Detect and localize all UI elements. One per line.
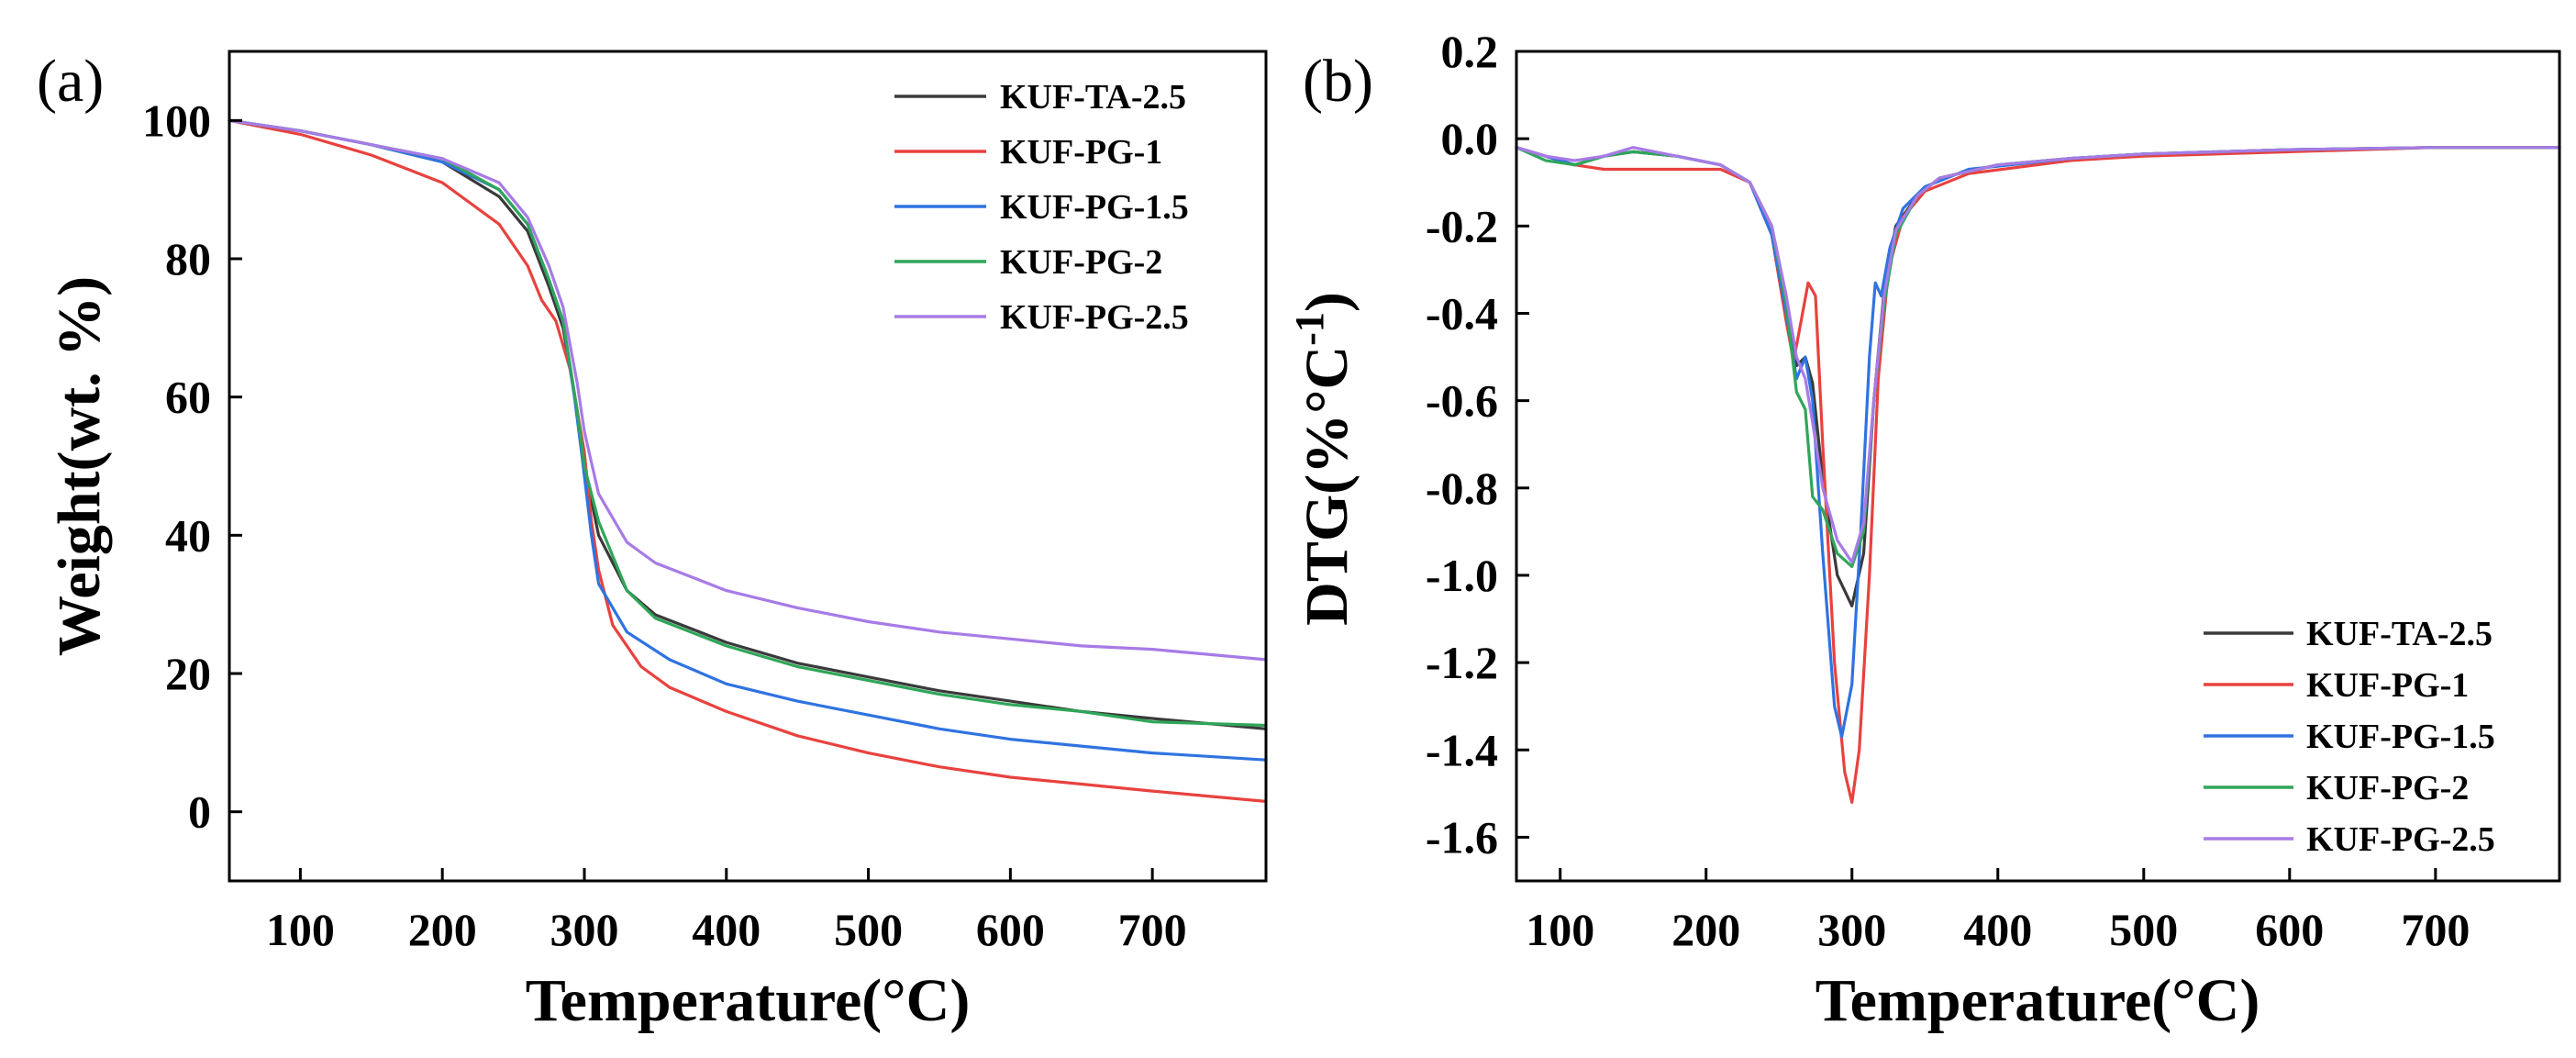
tga-y-axis-title: Weight(wt. %) [46, 276, 113, 656]
dtg-y-tick-label: -0.8 [1426, 462, 1498, 514]
dtg-x-tick-label: 600 [2255, 904, 2324, 955]
tga-y-tick-label: 20 [165, 648, 211, 699]
tga-y-ticks: 0 20 40 60 80 100 [142, 95, 242, 838]
tga-series-kuf-pg-1.5 [228, 118, 1268, 762]
dtg-legend: KUF-TA-2.5 KUF-PG-1 KUF-PG-1.5 KUF-PG-2 KUF-… [2204, 615, 2495, 859]
tga-x-tick-label: 700 [1118, 904, 1187, 955]
dtg-x-tick-label: 700 [2401, 904, 2470, 955]
dtg-y-axis-title-superscript: -1 [1287, 312, 1332, 346]
dtg-series-kuf-pg-1 [1515, 146, 2561, 804]
tga-y-tick-label: 60 [165, 372, 211, 423]
tga-panel: (a) 100 200 300 400 500 600 700 0 20 40 60 80 100 T… [37, 48, 1268, 1034]
dtg-panel-label: (b) [1303, 48, 1373, 115]
tga-x-axis-title: Temperature(°C) [526, 967, 971, 1034]
tga-series-kuf-pg-2 [228, 118, 1268, 728]
dtg-x-tick-label: 500 [2109, 904, 2178, 955]
dtg-legend-label: KUF-TA-2.5 [2306, 615, 2493, 653]
tga-series-kuf-pg-1 [228, 118, 1268, 803]
dtg-y-tick-label: -1.4 [1426, 724, 1498, 775]
tga-x-tick-label: 500 [834, 904, 903, 955]
dtg-y-tick-label: -0.6 [1426, 375, 1498, 427]
tga-plot-frame [228, 50, 1268, 883]
tga-legend-label: KUF-PG-2 [1000, 243, 1162, 282]
dtg-series-kuf-ta-2.5 [1515, 146, 2561, 607]
dtg-y-axis-title-close: ) [1294, 292, 1360, 312]
dtg-y-ticks: 0.2 0.0 -0.2 -0.4 -0.6 -0.8 -1.0 -1.2 -1.4 -1.6 [1426, 26, 1529, 863]
dtg-y-tick-label: 0.0 [1441, 113, 1499, 164]
dtg-plot-frame [1515, 50, 2561, 883]
tga-legend-label: KUF-PG-1.5 [1000, 188, 1189, 227]
tga-series-kuf-ta-2.5 [228, 118, 1268, 730]
tga-series-kuf-pg-2.5 [228, 118, 1268, 662]
tga-series-group [228, 118, 1268, 803]
tga-x-tick-label: 400 [692, 904, 761, 955]
dtg-x-tick-label: 200 [1671, 904, 1740, 955]
dtg-y-tick-label: -1.6 [1426, 811, 1498, 863]
tga-x-tick-label: 200 [408, 904, 477, 955]
dtg-y-tick-label: -0.2 [1426, 200, 1498, 251]
tga-legend-label: KUF-TA-2.5 [1000, 78, 1186, 117]
tga-x-tick-label: 100 [266, 904, 335, 955]
tga-panel-label: (a) [37, 48, 104, 115]
dtg-y-tick-label: -1.2 [1426, 637, 1498, 688]
dtg-x-tick-label: 400 [1963, 904, 2032, 955]
dtg-y-tick-label: 0.2 [1441, 26, 1499, 77]
dtg-series-group [1515, 146, 2561, 804]
dtg-x-tick-label: 300 [1817, 904, 1886, 955]
dtg-x-tick-label: 100 [1526, 904, 1594, 955]
dtg-legend-label: KUF-PG-2.5 [2306, 820, 2495, 859]
tga-x-tick-label: 300 [550, 904, 618, 955]
dtg-legend-label: KUF-PG-2 [2306, 769, 2469, 807]
dtg-y-tick-label: -0.4 [1426, 287, 1498, 339]
dtg-panel: (b) 100 200 300 400 500 600 700 0.2 0.0 -0.2 -0.4… [1287, 26, 2561, 1034]
tga-legend-label: KUF-PG-1 [1000, 133, 1162, 172]
dtg-legend-label: KUF-PG-1.5 [2306, 718, 2495, 756]
tga-y-tick-label: 40 [165, 509, 211, 561]
dtg-legend-label: KUF-PG-1 [2306, 666, 2469, 705]
tga-x-ticks: 100 200 300 400 500 600 700 [266, 868, 1187, 955]
dtg-y-tick-label: -1.0 [1426, 550, 1498, 601]
tga-legend-label: KUF-PG-2.5 [1000, 298, 1189, 337]
dtg-x-axis-title: Temperature(°C) [1815, 967, 2260, 1034]
tga-x-tick-label: 600 [976, 904, 1045, 955]
tga-y-tick-label: 0 [188, 786, 211, 838]
dtg-y-axis-title: DTG(%°C-1) [1287, 292, 1360, 626]
tga-legend: KUF-TA-2.5 KUF-PG-1 KUF-PG-1.5 KUF-PG-2 KUF-… [894, 78, 1189, 337]
dtg-series-kuf-pg-2 [1515, 146, 2561, 568]
tga-y-tick-label: 80 [165, 233, 211, 284]
tga-y-tick-label: 100 [142, 95, 211, 146]
dtg-y-axis-title-main: DTG(%°C [1294, 346, 1360, 626]
dtg-series-kuf-pg-2.5 [1515, 146, 2561, 564]
dtg-x-ticks: 100 200 300 400 500 600 700 [1526, 868, 2470, 955]
